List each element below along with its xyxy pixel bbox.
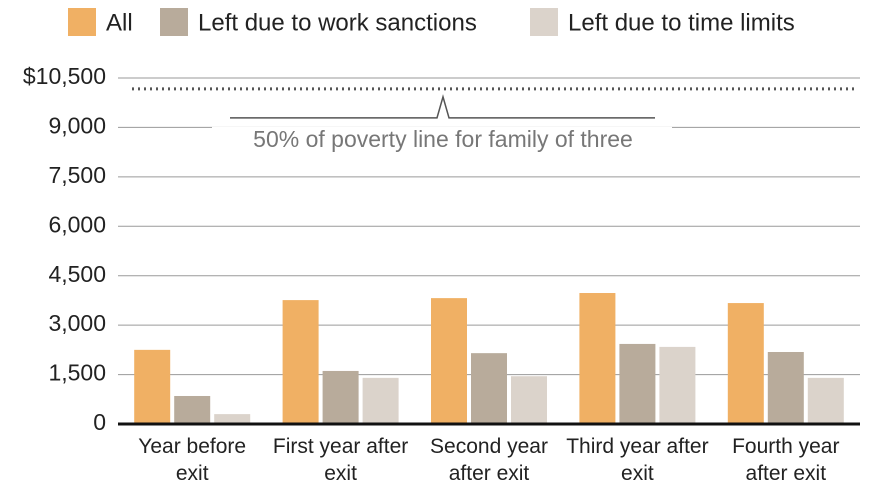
bar: [471, 353, 507, 424]
bar: [431, 298, 467, 424]
y-tick-label: 7,500: [48, 162, 106, 188]
x-tick-label: Year before exit: [138, 435, 247, 485]
bar: [322, 370, 359, 424]
bar: [362, 377, 399, 424]
bar: [282, 300, 319, 424]
bar: [579, 293, 616, 424]
legend-label: Left due to work sanctions: [198, 9, 477, 36]
annotation-bg: [212, 126, 672, 155]
bar: [134, 349, 171, 424]
y-tick-label: 4,500: [48, 261, 106, 287]
legend-swatch: [160, 8, 188, 36]
y-tick-label: $10,500: [23, 63, 106, 89]
bar: [767, 351, 804, 424]
x-tick-label: Third year after exit: [566, 435, 709, 485]
x-tick-label: Second year after exit: [430, 435, 548, 485]
y-tick-label: 6,000: [48, 211, 106, 237]
legend-swatch: [530, 8, 558, 36]
y-tick-label: 9,000: [48, 113, 106, 139]
legend-swatch: [68, 8, 96, 36]
bar: [214, 414, 251, 424]
annotation: 50% of poverty line for family of three: [253, 126, 633, 152]
bar: [727, 303, 764, 424]
legend-label: Left due to time limits: [568, 9, 795, 36]
bar: [807, 377, 844, 424]
bar: [174, 395, 211, 424]
bar: [511, 376, 547, 424]
annotation-bracket: [230, 94, 655, 119]
y-tick-label: 0: [93, 409, 106, 435]
x-tick-label: First year after exit: [272, 435, 409, 485]
bar: [619, 343, 656, 424]
y-tick-label: 1,500: [48, 360, 106, 386]
bar: [659, 346, 696, 424]
y-tick-label: 3,000: [48, 310, 106, 336]
legend-label: All: [106, 9, 133, 36]
x-tick-label: Fourth year after exit: [732, 435, 840, 485]
